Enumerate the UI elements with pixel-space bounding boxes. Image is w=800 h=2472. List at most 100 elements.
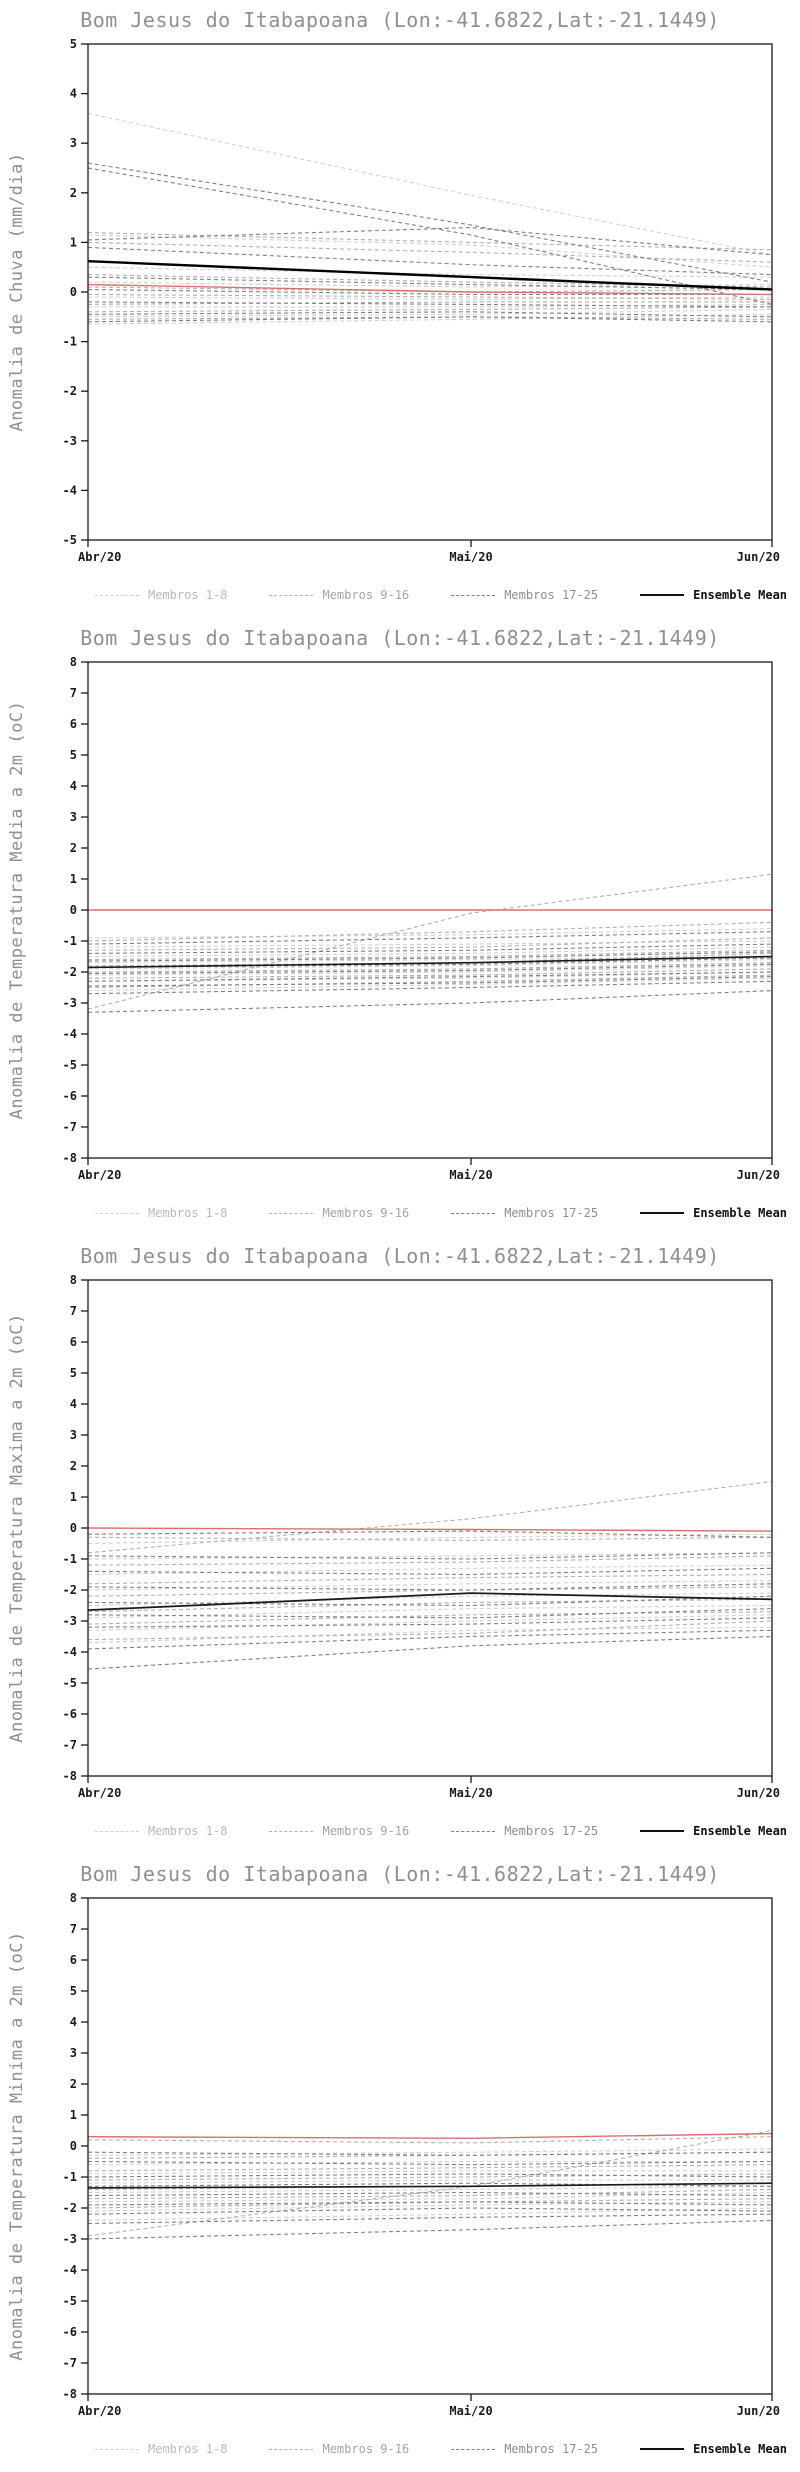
dashed-line-swatch <box>95 2448 139 2450</box>
legend-label: Membros 17-25 <box>504 1206 599 1220</box>
member-line <box>87 2148 773 2156</box>
x-tick-label: Jun/20 <box>737 1168 780 1182</box>
legend-label: Membros 1-8 <box>148 1824 228 1838</box>
member-line <box>87 931 773 945</box>
member-line <box>87 2213 773 2225</box>
member-line <box>87 2185 773 2194</box>
member-line <box>87 2164 773 2172</box>
y-tick-label: -4 <box>63 2263 77 2277</box>
y-tick-label: -3 <box>63 434 77 448</box>
member-line <box>87 266 773 278</box>
member-line <box>87 2188 773 2200</box>
y-tick-label: 5 <box>70 1366 77 1380</box>
y-tick-label: -6 <box>63 1707 77 1721</box>
member-line <box>87 2173 773 2181</box>
y-tick-label: -1 <box>63 2170 77 2184</box>
member-line <box>87 296 773 300</box>
y-tick-label: -8 <box>63 1151 77 1165</box>
member-line <box>87 241 773 263</box>
member-line <box>87 873 773 1010</box>
legend-label: Membros 17-25 <box>504 588 599 602</box>
y-tick-label: 3 <box>70 810 77 824</box>
x-tick-label: Abr/20 <box>78 550 121 564</box>
member-line <box>87 288 772 296</box>
member-line <box>87 2136 773 2144</box>
member-line <box>87 301 772 305</box>
legend-item: Membros 1-8 <box>95 1206 227 1220</box>
y-tick-label: 8 <box>70 1273 77 1287</box>
y-tick-label: 3 <box>70 1428 77 1442</box>
member-line <box>87 1629 773 1650</box>
y-tick-label: 8 <box>70 655 77 669</box>
member-line <box>87 2160 773 2166</box>
legend-item: Ensemble Mean <box>640 588 787 602</box>
x-tick-label: Mai/20 <box>449 1786 492 1800</box>
member-line <box>87 971 773 982</box>
legend-item: Membros 9-16 <box>269 2442 409 2456</box>
solid-line-swatch <box>640 1830 685 1832</box>
chart-title: Bom Jesus do Itabapoana (Lon:-41.6822,La… <box>80 1244 720 1268</box>
y-tick-label: -3 <box>63 1614 77 1628</box>
y-tick-label: 6 <box>70 717 77 731</box>
member-line <box>87 968 773 979</box>
member-line <box>87 1552 773 1560</box>
dashed-line-swatch <box>451 1830 496 1832</box>
ensemble-mean-line <box>87 1592 773 1611</box>
legend-item: Membros 9-16 <box>269 588 409 602</box>
legend-label: Membros 1-8 <box>148 588 228 602</box>
chart-panel-precipitation: Bom Jesus do Itabapoana (Lon:-41.6822,La… <box>0 0 800 618</box>
dashed-line-swatch <box>269 1212 314 1214</box>
x-tick-label: Mai/20 <box>449 2404 492 2418</box>
y-tick-label: -7 <box>63 1120 77 1134</box>
chart-panel-temp-media: Bom Jesus do Itabapoana (Lon:-41.6822,La… <box>0 618 800 1236</box>
y-tick-label: 4 <box>70 779 77 793</box>
y-tick-label: -2 <box>63 965 77 979</box>
y-tick-label: 7 <box>70 1922 77 1936</box>
member-line <box>87 965 773 976</box>
y-tick-label: -8 <box>63 1769 77 1783</box>
member-line <box>87 2179 772 2184</box>
member-line <box>87 2198 773 2209</box>
member-line <box>87 313 773 325</box>
legend: Membros 1-8 Membros 9-16 Membros 17-25 Ense… <box>0 582 800 608</box>
y-tick-label: -3 <box>63 996 77 1010</box>
member-line <box>87 2182 773 2187</box>
chart-title: Bom Jesus do Itabapoana (Lon:-41.6822,La… <box>80 1862 720 1886</box>
chart-title: Bom Jesus do Itabapoana (Lon:-41.6822,La… <box>80 8 720 32</box>
legend-label: Membros 9-16 <box>322 588 410 602</box>
member-line <box>87 162 773 283</box>
dashed-line-swatch <box>269 2448 314 2450</box>
ensemble-mean-line <box>87 260 773 291</box>
dashed-line-swatch <box>95 1212 139 1214</box>
solid-line-swatch <box>640 2448 685 2450</box>
member-line <box>87 1552 773 1560</box>
legend-item: Membros 1-8 <box>95 1824 227 1838</box>
member-line <box>87 1608 773 1619</box>
legend-item: Membros 9-16 <box>269 1824 409 1838</box>
member-line <box>87 2191 773 2203</box>
member-line <box>87 2191 773 2197</box>
y-tick-label: -4 <box>63 1027 77 1041</box>
y-tick-label: 3 <box>70 136 77 150</box>
member-line <box>87 1580 773 1591</box>
dashed-line-swatch <box>269 1830 314 1832</box>
y-tick-label: -8 <box>63 2387 77 2401</box>
member-line <box>87 167 773 305</box>
member-line <box>87 1530 773 1538</box>
legend-label: Membros 9-16 <box>322 2442 410 2456</box>
chart-title: Bom Jesus do Itabapoana (Lon:-41.6822,La… <box>80 626 720 650</box>
member-line <box>87 293 773 300</box>
member-line <box>87 990 773 1013</box>
member-line <box>87 316 773 323</box>
legend-item: Membros 17-25 <box>451 1824 598 1838</box>
y-tick-label: -4 <box>63 483 77 497</box>
chart-panel-temp-minima: Bom Jesus do Itabapoana (Lon:-41.6822,La… <box>0 1854 800 2472</box>
member-line <box>87 937 773 951</box>
legend-label: Ensemble Mean <box>693 2442 788 2456</box>
member-line <box>87 286 773 293</box>
y-tick-label: -1 <box>63 1552 77 1566</box>
y-tick-label: -7 <box>63 2356 77 2370</box>
member-line <box>87 112 773 256</box>
member-line <box>87 1586 773 1597</box>
dashed-line-swatch <box>269 594 314 596</box>
